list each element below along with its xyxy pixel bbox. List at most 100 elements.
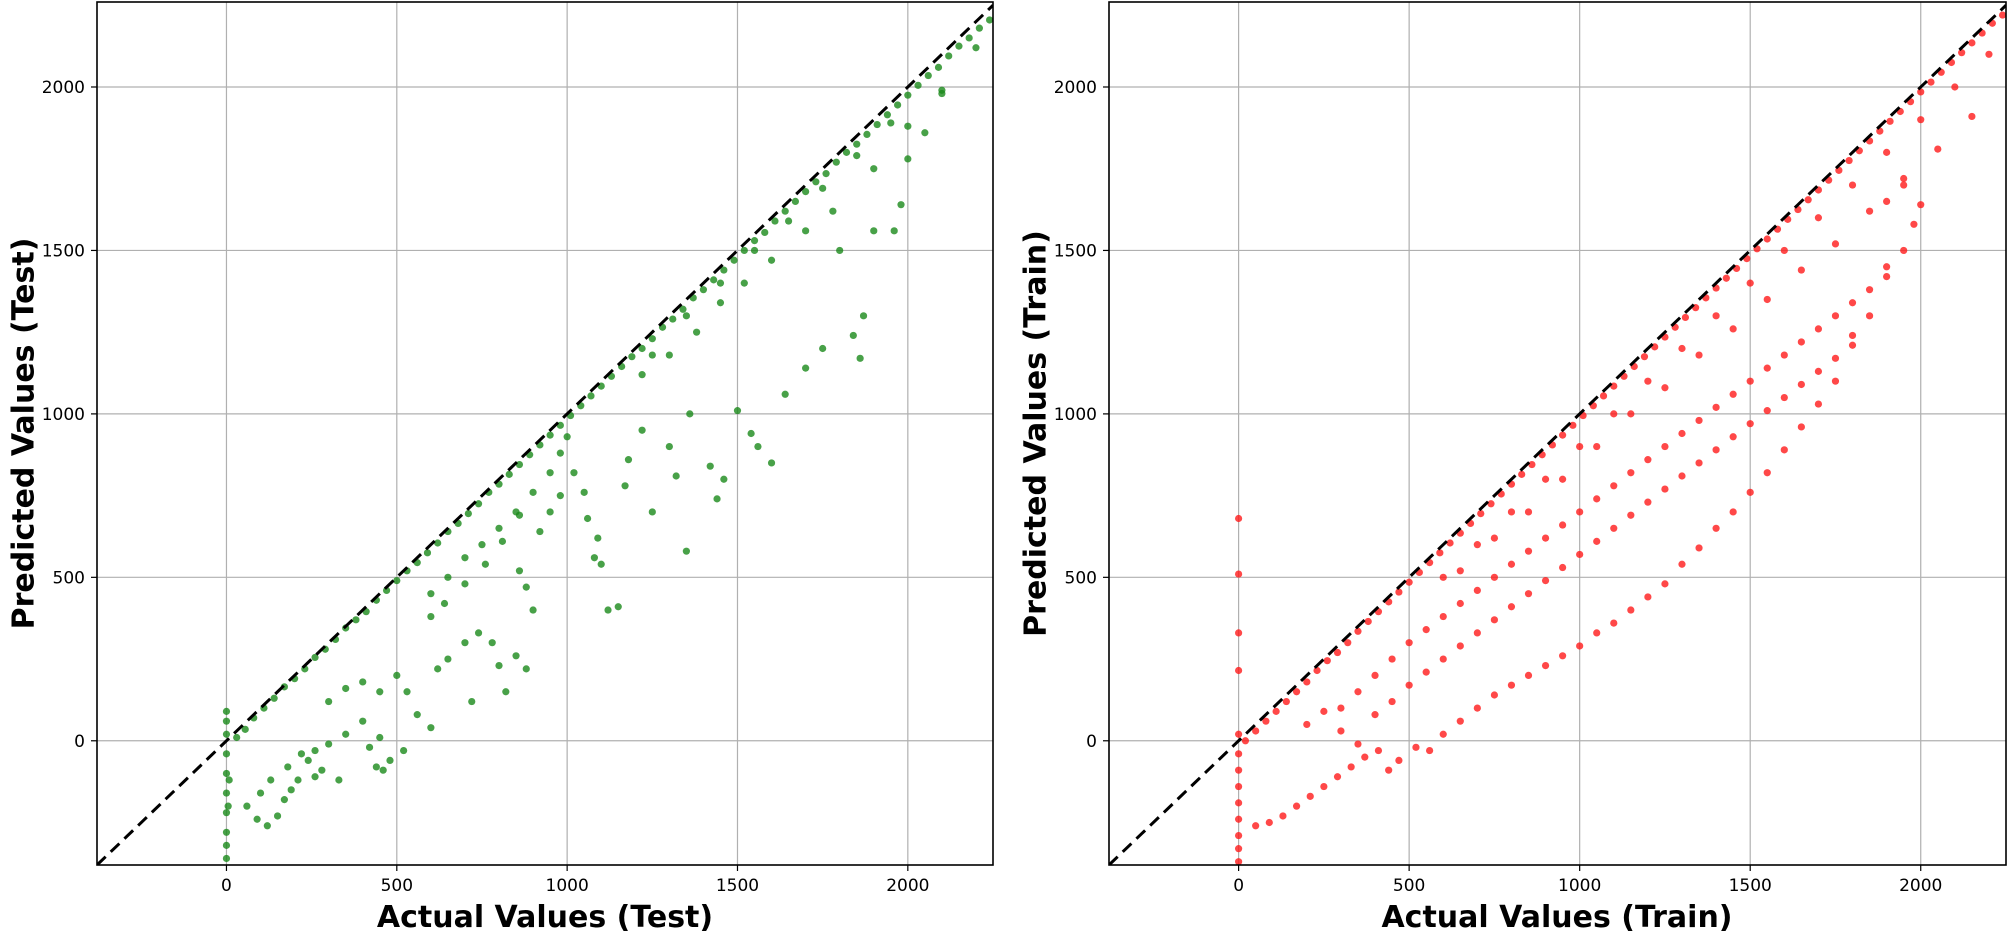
test-data-point (853, 152, 861, 160)
test-data-point (849, 331, 857, 340)
test-data-point (938, 86, 946, 94)
test-data-point (819, 184, 827, 192)
train-data-point (1306, 792, 1314, 800)
train-data-point (1644, 498, 1652, 506)
test-data-point (870, 165, 878, 173)
train-data-point (1361, 753, 1369, 761)
test-data-point (914, 81, 922, 89)
test-x-tick-label: 500 (381, 876, 413, 896)
train-data-point (1412, 743, 1420, 751)
test-data-point (263, 822, 271, 830)
test-data-point (556, 449, 564, 457)
test-data-point (904, 91, 912, 99)
train-data-point (1814, 400, 1823, 408)
train-data-point (1678, 560, 1686, 568)
train-x-axis-title: Actual Values (Train) (1381, 900, 1732, 931)
train-data-point (1235, 782, 1243, 791)
train-data-point (1456, 717, 1464, 725)
test-data-point (536, 527, 544, 536)
test-data-point (222, 730, 231, 738)
train-data-point (1695, 351, 1703, 359)
test-data-point (233, 733, 241, 742)
test-x-tick-label: 1000 (546, 876, 589, 896)
train-data-point (1576, 508, 1584, 516)
train-data-point (1746, 279, 1754, 287)
test-data-point (934, 63, 943, 71)
train-grid (1109, 2, 2006, 865)
test-data-point (853, 140, 861, 148)
train-data-point (1235, 570, 1243, 578)
train-data-point (1337, 704, 1345, 712)
train-data-point (1845, 156, 1853, 165)
test-data-point (832, 158, 840, 166)
test-data-point (679, 305, 687, 313)
test-data-point (478, 541, 486, 549)
train-data-point (1848, 181, 1857, 189)
train-data-point (1746, 420, 1754, 428)
train-data-point (1541, 475, 1550, 483)
test-data-point (945, 52, 953, 60)
test-data-point (955, 42, 963, 50)
test-data-point (325, 740, 333, 748)
train-data-point (1900, 181, 1908, 189)
test-data-point (802, 227, 810, 235)
test-data-point (822, 170, 830, 178)
train-y-tick-label: 0 (1086, 732, 1097, 752)
train-data-point (1883, 148, 1891, 156)
train-x-tick-label: 1500 (1729, 876, 1772, 896)
test-data-point (733, 407, 742, 415)
test-data-point (342, 684, 350, 693)
test-data-point (859, 312, 868, 320)
train-data-point (1627, 410, 1635, 418)
train-data-point (1763, 469, 1771, 477)
train-y-tick-label: 2000 (1054, 78, 1097, 98)
test-data-point (222, 854, 231, 863)
train-data-point (1541, 661, 1550, 670)
test-data-point (403, 688, 411, 696)
train-data-point (1610, 482, 1618, 490)
test-data-point (771, 217, 779, 225)
test-data-point (863, 130, 871, 138)
train-data-point (1865, 312, 1874, 320)
test-data-point (222, 750, 231, 758)
test-data-point (836, 246, 844, 255)
test-data-point (883, 111, 891, 119)
train-data-point (1507, 508, 1516, 516)
test-x-tick-label: 2000 (886, 876, 929, 896)
train-data-point (1927, 78, 1935, 86)
train-data-point (1729, 390, 1737, 398)
train-data-point (1279, 812, 1287, 820)
test-data-point (515, 460, 524, 469)
train-data-point (1405, 578, 1413, 586)
train-data-point (1524, 671, 1533, 680)
test-data-point (352, 616, 360, 624)
test-data-point (359, 717, 367, 725)
test-data-point (386, 756, 394, 764)
train-data-point (1487, 500, 1495, 508)
train-data-point (1729, 325, 1737, 333)
test-data-point (461, 639, 469, 647)
test-data-point (225, 776, 233, 784)
train-data-point (1422, 668, 1430, 676)
train-data-point (1722, 274, 1730, 282)
test-data-point (222, 828, 231, 836)
train-data-point (1473, 586, 1481, 595)
train-data-point (1235, 858, 1243, 865)
test-data-point (802, 364, 810, 372)
train-data-point (1439, 655, 1447, 663)
train-data-point (1385, 766, 1393, 774)
test-data-point (498, 537, 507, 545)
train-data-point (1371, 671, 1379, 680)
test-data-point (474, 500, 483, 508)
test-data-point (740, 279, 748, 287)
train-data-point (1814, 214, 1823, 222)
test-y-tick-label: 0 (74, 732, 85, 752)
train-data-point (1985, 50, 1993, 58)
test-data-point (665, 442, 673, 451)
train-data-point (1746, 377, 1754, 385)
train-data-point (1490, 534, 1499, 542)
test-data-point (829, 207, 837, 215)
train-data-point (1780, 246, 1788, 255)
test-data-point (802, 187, 810, 196)
